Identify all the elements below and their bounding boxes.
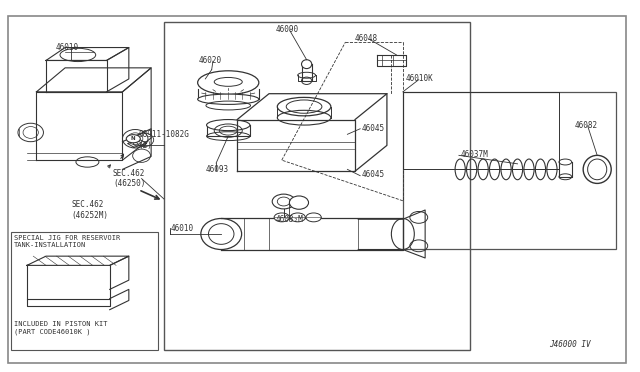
- Text: J46000 IV: J46000 IV: [549, 340, 591, 349]
- Ellipse shape: [306, 213, 321, 222]
- Text: SEC.462
(46252M): SEC.462 (46252M): [72, 200, 109, 220]
- Text: 46090: 46090: [275, 25, 298, 33]
- Circle shape: [126, 135, 140, 143]
- Text: 46010K: 46010K: [406, 74, 434, 83]
- Text: INCLUDED IN PISTON KIT
(PART CODE46010K ): INCLUDED IN PISTON KIT (PART CODE46010K …: [14, 321, 108, 335]
- Text: 46037M: 46037M: [460, 150, 488, 159]
- Text: 46010: 46010: [56, 43, 79, 52]
- Ellipse shape: [277, 97, 331, 116]
- Text: 46048: 46048: [355, 34, 378, 43]
- Ellipse shape: [201, 218, 242, 250]
- Ellipse shape: [198, 94, 259, 105]
- Text: 46082: 46082: [575, 121, 598, 129]
- Bar: [11, 232, 157, 350]
- Bar: [403, 92, 616, 249]
- Ellipse shape: [198, 71, 259, 94]
- Text: 46045: 46045: [362, 170, 385, 179]
- Text: N: N: [131, 136, 136, 141]
- Text: 46093: 46093: [205, 165, 228, 174]
- Text: 08911-1082G
(2): 08911-1082G (2): [138, 130, 189, 150]
- Ellipse shape: [290, 213, 305, 222]
- Text: 46020: 46020: [199, 56, 222, 65]
- Ellipse shape: [274, 213, 289, 222]
- Ellipse shape: [583, 155, 611, 183]
- Text: 46010: 46010: [170, 224, 193, 233]
- Text: SEC.462
(46250): SEC.462 (46250): [113, 169, 145, 188]
- Ellipse shape: [289, 196, 308, 209]
- Ellipse shape: [301, 60, 312, 68]
- Bar: [164, 22, 470, 350]
- Ellipse shape: [207, 119, 250, 131]
- Ellipse shape: [272, 194, 295, 209]
- Text: 46045: 46045: [362, 124, 385, 133]
- Text: 4603₂M: 4603₂M: [275, 215, 303, 224]
- Text: SPECIAL JIG FOR RESERVOIR
TANK-INSTALLATION: SPECIAL JIG FOR RESERVOIR TANK-INSTALLAT…: [14, 235, 120, 248]
